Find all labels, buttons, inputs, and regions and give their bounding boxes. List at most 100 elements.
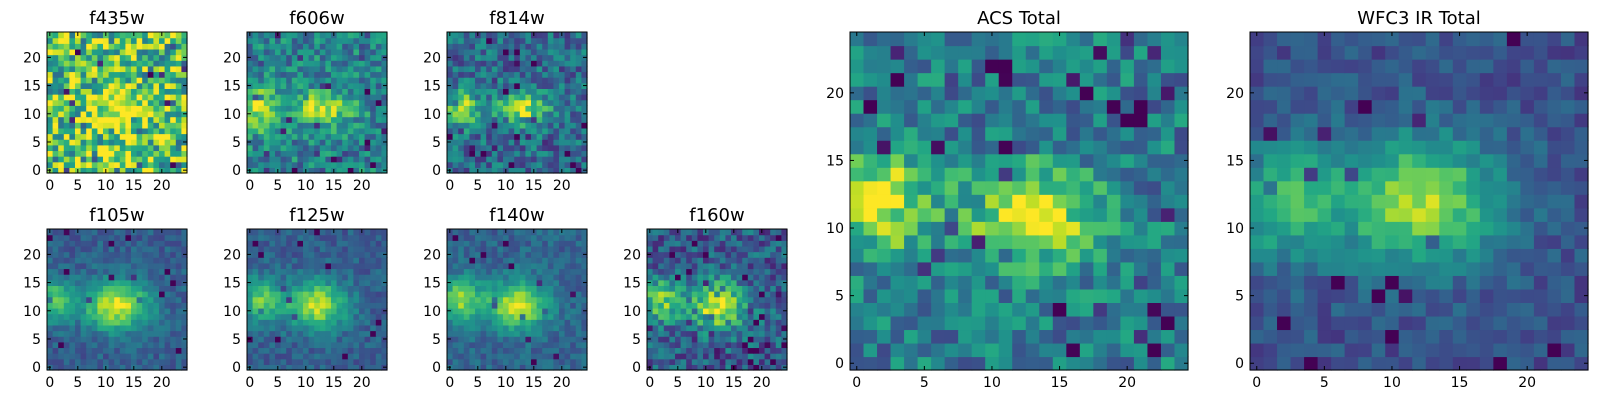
heatmap-cell xyxy=(336,60,343,67)
heatmap-cell xyxy=(263,245,270,253)
heatmap-cell xyxy=(680,291,687,298)
heatmap-cell xyxy=(775,285,782,292)
heatmap-cell xyxy=(508,71,515,78)
heatmap-cell xyxy=(303,122,310,129)
heatmap-cell xyxy=(353,285,360,292)
heatmap-cell xyxy=(497,32,504,39)
heatmap-cell xyxy=(1133,207,1149,222)
heatmap-cell xyxy=(119,48,126,56)
heatmap-cell xyxy=(247,48,254,56)
heatmap-cell xyxy=(542,48,549,56)
heatmap-cell xyxy=(570,77,577,84)
heatmap-cell xyxy=(452,77,459,84)
x-tick-label: 15 xyxy=(125,178,143,194)
heatmap-cell xyxy=(291,268,298,275)
heatmap-cell xyxy=(1174,167,1189,182)
heatmap-cell xyxy=(108,150,115,157)
heatmap-cell xyxy=(463,302,470,309)
heatmap-cell xyxy=(58,262,65,270)
heatmap-cell xyxy=(269,88,276,95)
heatmap-cell xyxy=(514,48,521,56)
heatmap-cell xyxy=(86,43,93,50)
heatmap-cell xyxy=(291,296,298,303)
heatmap-cell xyxy=(904,261,919,276)
heatmap-cell xyxy=(781,240,788,247)
heatmap-cell xyxy=(381,156,388,163)
heatmap-cell xyxy=(52,240,59,247)
heatmap-cell xyxy=(463,274,470,281)
heatmap-cell xyxy=(263,336,270,343)
heatmap-cell xyxy=(170,353,177,360)
heatmap-cell xyxy=(331,94,338,101)
heatmap-cell xyxy=(342,296,349,303)
heatmap-cell xyxy=(1133,356,1149,371)
heatmap-cell xyxy=(503,105,510,112)
heatmap-cell xyxy=(147,110,154,118)
heatmap-cell xyxy=(103,144,110,152)
heatmap-cell xyxy=(503,65,510,73)
heatmap-cell xyxy=(770,302,777,309)
heatmap-cell xyxy=(331,88,338,95)
heatmap-cell xyxy=(452,358,459,365)
heatmap-cell xyxy=(47,37,54,44)
heatmap-cell xyxy=(531,313,538,320)
heatmap-cell xyxy=(944,194,959,209)
heatmap-cell xyxy=(675,353,682,360)
heatmap-cell xyxy=(91,116,98,123)
heatmap-cell xyxy=(675,262,682,270)
heatmap-cell xyxy=(247,99,254,106)
heatmap-cell xyxy=(63,234,70,241)
heatmap-cell xyxy=(703,341,710,349)
heatmap-cell xyxy=(63,268,70,275)
heatmap-cell xyxy=(342,313,349,320)
heatmap-cell xyxy=(347,245,354,253)
heatmap-cell xyxy=(86,60,93,67)
heatmap-cell xyxy=(286,43,293,50)
heatmap-cell xyxy=(486,251,493,258)
heatmap-cell xyxy=(303,296,310,303)
heatmap-cell xyxy=(153,82,160,89)
heatmap-cell xyxy=(850,288,865,303)
heatmap-cell xyxy=(753,353,760,360)
heatmap-cell xyxy=(319,364,326,371)
heatmap-cell xyxy=(114,110,121,118)
heatmap-cell xyxy=(525,330,532,337)
heatmap-cell xyxy=(364,116,371,123)
heatmap-cell xyxy=(108,353,115,360)
heatmap-cell xyxy=(119,37,126,44)
heatmap-cell xyxy=(742,291,749,298)
heatmap-cell xyxy=(86,150,93,157)
heatmap-cell xyxy=(275,336,282,343)
heatmap-cell xyxy=(680,279,687,286)
heatmap-cell xyxy=(269,116,276,123)
heatmap-cell xyxy=(1147,315,1162,331)
heatmap-cell xyxy=(531,302,538,309)
heatmap-cell xyxy=(125,65,132,73)
heatmap-cell xyxy=(536,139,543,146)
heatmap-cell xyxy=(142,279,149,286)
y-tick-label: 5 xyxy=(232,332,241,348)
heatmap-cell xyxy=(781,268,788,275)
heatmap-cell xyxy=(877,234,892,249)
heatmap-cell xyxy=(508,279,515,286)
heatmap-cell xyxy=(658,358,665,365)
heatmap-cell xyxy=(280,116,287,123)
heatmap-cell xyxy=(181,268,188,275)
heatmap-cell xyxy=(97,307,104,315)
heatmap-cell xyxy=(497,99,504,106)
heatmap-cell xyxy=(686,358,693,365)
axes-frame xyxy=(446,228,588,371)
heatmap-cell xyxy=(731,330,738,337)
heatmap-cell xyxy=(480,77,487,84)
heatmap-cell xyxy=(364,313,371,320)
heatmap-cell xyxy=(353,274,360,281)
heatmap-cell xyxy=(480,37,487,44)
heatmap-cell xyxy=(770,245,777,253)
heatmap-cell xyxy=(353,71,360,78)
heatmap-cell xyxy=(170,82,177,89)
heatmap-cell xyxy=(175,330,182,337)
heatmap-cell xyxy=(458,139,465,146)
heatmap-cell xyxy=(314,167,321,174)
heatmap-cell xyxy=(570,48,577,56)
heatmap-cell xyxy=(147,60,154,67)
